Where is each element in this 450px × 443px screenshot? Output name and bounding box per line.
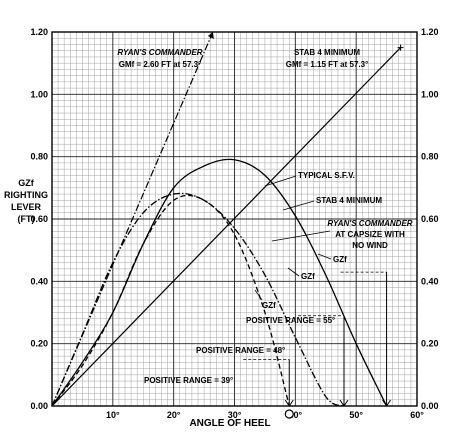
y-axis-label-line-2: RIGHTING [4, 190, 48, 200]
stab-gm-title: STAB 4 MINIMUM [294, 48, 360, 57]
y-tick-labels-right: 0.00 0.20 0.40 0.60 0.80 1.00 1.20 [421, 27, 439, 411]
y-axis-label-line-4: (FT) [18, 214, 35, 224]
y-tick-label-right: 0.40 [421, 276, 439, 286]
stab4-min-leader [282, 200, 315, 211]
x-tick-label: 50° [349, 410, 363, 420]
gz-label-sfv: GZf [333, 255, 347, 264]
y-tick-label-left: 0.80 [30, 152, 48, 162]
typical-sfv-gz-curve [51, 158, 388, 407]
ryans-gm-arrowhead [207, 32, 214, 39]
ryans-capsize-line-3: NO WIND [352, 241, 388, 250]
y-tick-label-right: 0.60 [421, 214, 439, 224]
stab4-min-label: STAB 4 MINIMUM [316, 196, 382, 205]
y-tick-label-left: 1.20 [30, 27, 48, 37]
gz-label-ryans: GZf [262, 301, 276, 310]
y-tick-label-left: 0.40 [30, 276, 48, 286]
stab-gm-value: GMf = 1.15 FT at 57.3° [286, 60, 369, 69]
stab4-minimum-gz-curve [51, 194, 290, 407]
annotations: RYAN'S COMMANDER GMf = 2.60 FT at 57.3° … [117, 48, 412, 385]
positive-range-markers [243, 271, 391, 419]
y-tick-label-left: 1.00 [30, 89, 48, 99]
stab4-gm-marker [397, 44, 404, 51]
x-tick-label: 40° [289, 410, 303, 420]
x-tick-labels: 10° 20° 30° 40° 50° 60° [106, 410, 424, 420]
y-tick-label-right: 0.20 [421, 339, 439, 349]
gz-label-stab: GZf [301, 272, 315, 281]
y-axis-label: GZf RIGHTING LEVER (FT) [4, 178, 48, 224]
x-tick-label: 10° [106, 410, 120, 420]
ryans-gm-title: RYAN'S COMMANDER [117, 48, 202, 57]
y-axis-label-line-3: LEVER [11, 202, 42, 212]
y-tick-label-left: 0.60 [30, 214, 48, 224]
x-tick-label: 20° [167, 410, 181, 420]
ryans-capsize-line-1: RYAN'S COMMANDER [327, 219, 412, 228]
gz-curves [51, 158, 388, 407]
annotation-leaders [254, 175, 332, 301]
y-axis-label-line-1: GZf [18, 178, 34, 188]
ryans-capsize-line-2: AT CAPSIZE WITH [335, 230, 405, 239]
y-tick-label-right: 0.80 [421, 152, 439, 162]
y-tick-label-left: 0.20 [30, 339, 48, 349]
x-axis-label: ANGLE OF HEEL [189, 418, 270, 429]
y-tick-label-right: 1.00 [421, 89, 439, 99]
ryans-capsize-leader [271, 230, 331, 242]
gz-ryans-leader [254, 289, 263, 301]
y-tick-label-right: 0.00 [421, 401, 439, 411]
ryans-commander-gz-curve [51, 192, 345, 407]
range-55-arrowhead [382, 399, 391, 407]
range-39-arrowhead [284, 399, 294, 407]
y-tick-label-left: 0.00 [30, 401, 48, 411]
y-tick-label-right: 1.20 [421, 27, 439, 37]
range-39-label: POSITIVE RANGE = 39° [144, 376, 233, 385]
x-tick-label: 30° [228, 410, 242, 420]
range-55-label: POSITIVE RANGE = 55° [246, 316, 335, 325]
gz-sfv-leader [317, 253, 332, 260]
plot-frame [51, 31, 418, 407]
capsize-marker [284, 409, 294, 419]
stab4-gm-line [51, 47, 402, 407]
ryans-gm-value: GMf = 2.60 FT at 57.3° [119, 60, 202, 69]
range-48-arrowhead [339, 399, 349, 407]
gz-stab-leader [287, 267, 300, 277]
x-tick-label: 60° [410, 410, 424, 420]
typical-sfv-label: TYPICAL S.F.V. [298, 171, 355, 180]
y-tick-labels-left: 0.00 0.20 0.40 0.60 0.80 1.00 1.20 [30, 27, 48, 411]
typical-sfv-leader [264, 175, 297, 187]
range-48-label: POSITIVE RANGE = 48° [196, 346, 285, 355]
